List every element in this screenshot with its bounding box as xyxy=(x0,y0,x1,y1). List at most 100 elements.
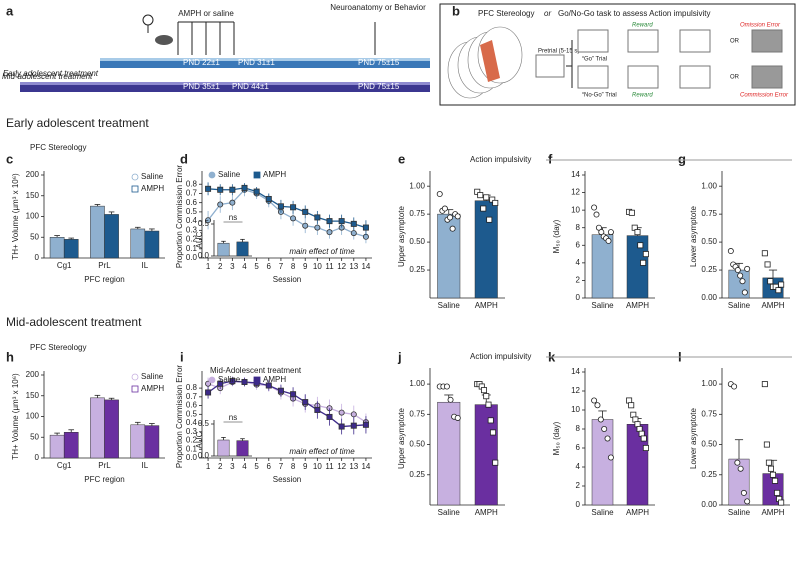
early-bar xyxy=(100,58,430,68)
x-tick-label: 7 xyxy=(279,462,284,471)
y-tick-label: 200 xyxy=(26,170,40,179)
mid-label: Mid-adolescent treatment xyxy=(2,72,93,81)
x-tick-label: IL xyxy=(141,261,148,270)
data-point xyxy=(265,195,272,202)
y-axis-label: M₅₀ (day) xyxy=(552,421,561,455)
panel-label: e xyxy=(398,151,405,166)
y-tick-label: 0.75 xyxy=(409,409,425,418)
data-point xyxy=(607,229,614,236)
y-tick-label: 0.0 xyxy=(198,251,210,260)
x-tick-label: 10 xyxy=(313,262,322,271)
bar xyxy=(130,424,146,459)
y-tick-label: 0.8 xyxy=(186,383,198,392)
chamber xyxy=(535,54,565,78)
female-icon xyxy=(142,14,154,26)
subtitle: Action impulsivity xyxy=(470,155,531,164)
x-axis-label: PFC region xyxy=(84,475,124,484)
bar xyxy=(90,397,105,459)
y-tick-label: 0.3 xyxy=(186,427,198,436)
title-or: or xyxy=(544,9,551,18)
data-point xyxy=(767,465,774,472)
data-point xyxy=(775,287,782,294)
x-tick-label: 13 xyxy=(349,462,358,471)
y-axis-label: Upper asymptote xyxy=(397,205,406,266)
y-tick-label: 200 xyxy=(26,370,40,379)
data-point xyxy=(217,201,224,208)
legend-label: Saline xyxy=(141,172,164,181)
y-tick-label: 0.5 xyxy=(198,419,210,428)
y-tick-label: 0.5 xyxy=(186,409,198,418)
y-tick-label: 0.25 xyxy=(701,470,717,479)
y-tick-label: 0.4 xyxy=(186,216,198,225)
legend-label: AMPH xyxy=(141,184,164,193)
data-point xyxy=(731,383,738,390)
y-tick-label: 0 xyxy=(576,293,581,302)
y-axis-label: AUC xyxy=(195,231,204,248)
data-point xyxy=(338,218,345,225)
x-tick-label: 5 xyxy=(254,262,259,271)
bar xyxy=(104,214,119,259)
data-point xyxy=(290,204,297,211)
y-axis-label: Upper asymptote xyxy=(397,407,406,468)
x-tick-label: IL xyxy=(141,461,148,470)
pnd-label: PND 31±1 xyxy=(238,58,275,67)
legend-marker xyxy=(253,171,261,179)
data-point xyxy=(326,229,333,236)
data-point xyxy=(362,421,369,428)
data-point xyxy=(737,272,744,279)
annotation: ns xyxy=(229,413,237,422)
data-point xyxy=(350,411,357,418)
x-tick-label: 9 xyxy=(303,262,308,271)
data-point xyxy=(338,423,345,430)
x-tick-label: PrL xyxy=(98,461,111,470)
data-point xyxy=(628,209,635,216)
data-point xyxy=(744,498,751,505)
data-point xyxy=(205,380,212,387)
pnd-label: PND 22±1 xyxy=(183,58,220,67)
y-tick-label: 12 xyxy=(571,386,580,395)
x-tick-label: Cg1 xyxy=(57,461,72,470)
y-tick-label: 0.0 xyxy=(198,451,210,460)
y-tick-label: 0 xyxy=(35,453,40,462)
data-point xyxy=(772,477,779,484)
x-tick-label: 8 xyxy=(291,262,296,271)
y-tick-label: 1.00 xyxy=(701,181,717,190)
data-point xyxy=(604,435,611,442)
data-point xyxy=(241,378,248,385)
commission-error: Commission Error xyxy=(740,93,789,99)
bar xyxy=(90,205,105,259)
x-tick-label: 7 xyxy=(279,262,284,271)
x-tick-label: 4 xyxy=(242,262,247,271)
data-point xyxy=(734,459,741,466)
bar xyxy=(104,399,119,459)
data-point xyxy=(489,429,496,436)
section-title: Mid-adolescent treatment xyxy=(6,315,142,329)
legend-marker xyxy=(208,376,216,384)
y-tick-label: 1.00 xyxy=(701,379,717,388)
x-tick-label: 11 xyxy=(325,462,334,471)
y-axis-label: TH+ Volume (µm³ x 10⁶) xyxy=(11,173,20,260)
data-point xyxy=(454,414,461,421)
data-point xyxy=(205,185,212,192)
y-tick-label: 0.6 xyxy=(186,401,198,410)
y-tick-label: 10 xyxy=(571,405,580,414)
y-tick-label: 0.5 xyxy=(198,219,210,228)
data-point xyxy=(778,499,785,506)
subtitle: PFC Stereology xyxy=(30,343,86,352)
data-point xyxy=(253,188,260,195)
treatment-label: AMPH or saline xyxy=(178,9,234,18)
x-tick-label: 11 xyxy=(325,262,334,271)
y-tick-label: 0.50 xyxy=(409,440,425,449)
x-tick-label: Cg1 xyxy=(57,261,72,270)
x-tick-label: 4 xyxy=(242,462,247,471)
bar xyxy=(63,239,79,259)
x-tick-label: AMPH xyxy=(626,508,649,517)
legend-marker xyxy=(208,171,216,179)
y-tick-label: 50 xyxy=(30,232,39,241)
legend-marker xyxy=(131,373,139,381)
panel-label: i xyxy=(180,349,184,364)
y-tick-label: 0 xyxy=(576,500,581,509)
bar xyxy=(130,228,146,259)
data-point xyxy=(362,233,369,240)
